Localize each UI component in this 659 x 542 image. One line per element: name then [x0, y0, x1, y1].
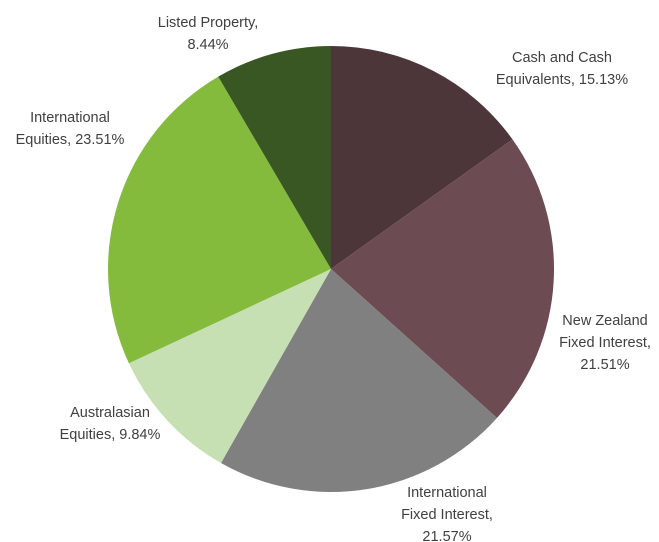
slice-label-line: Equivalents, 15.13% — [496, 72, 628, 88]
pie-slice-listed-property — [218, 46, 331, 269]
pie-slice-australasian-equities — [128, 269, 331, 463]
slice-label-line: Listed Property, — [158, 15, 258, 31]
slice-label-international-fixed-interest: International Fixed Interest, 21.57% — [401, 485, 493, 542]
pie-slices — [108, 46, 555, 492]
slice-label-new-zealand-fixed-interest: New Zealand Fixed Interest, 21.51% — [559, 313, 651, 373]
slice-label-australasian-equities: Australasian Equities, 9.84% — [60, 405, 161, 443]
pie-slice-new-zealand-fixed-interest — [331, 139, 555, 418]
slice-label-line: Fixed Interest, — [401, 507, 493, 523]
slice-label-line: Equities, 9.84% — [60, 427, 161, 443]
slice-label-line: Australasian — [70, 405, 150, 421]
slice-label-line: International — [30, 110, 110, 126]
slice-label-line: 8.44% — [187, 37, 228, 53]
slice-label-line: Cash and Cash — [512, 50, 612, 66]
pie-slice-international-equities — [108, 76, 331, 364]
slice-label-cash-and-cash-equivalents: Cash and Cash Equivalents, 15.13% — [496, 50, 628, 88]
pie-slice-international-fixed-interest — [221, 269, 497, 492]
slice-label-listed-property: Listed Property, 8.44% — [158, 15, 258, 53]
slice-label-line: International — [407, 485, 487, 501]
slice-label-international-equities: International Equities, 23.51% — [16, 110, 125, 148]
slice-label-line: 21.51% — [580, 357, 629, 373]
slice-label-line: Equities, 23.51% — [16, 132, 125, 148]
slice-label-line: Fixed Interest, — [559, 335, 651, 351]
slice-label-line: 21.57% — [422, 529, 471, 542]
pie-slice-cash-and-cash-equivalents — [331, 46, 513, 269]
slice-label-line: New Zealand — [562, 313, 647, 329]
slice-labels: Cash and Cash Equivalents, 15.13% New Zeal… — [16, 15, 651, 542]
